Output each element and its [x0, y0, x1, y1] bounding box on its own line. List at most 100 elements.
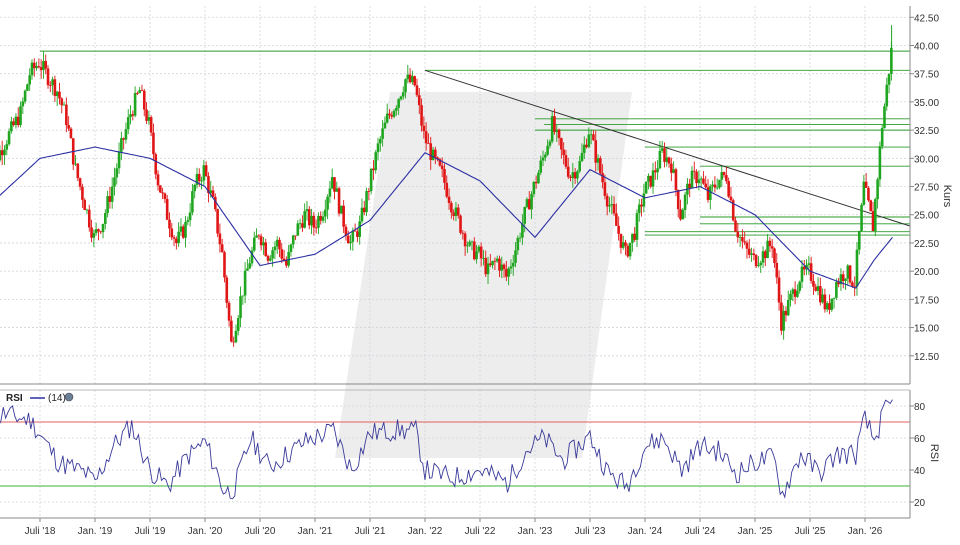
candle-body — [399, 96, 403, 100]
candle-body — [106, 196, 109, 214]
candle-body — [266, 256, 270, 261]
candle-body — [202, 165, 206, 181]
candle-body — [690, 170, 694, 189]
candle-body — [342, 205, 345, 227]
x-tick-label: Jan. '25 — [738, 526, 773, 537]
candle-body — [626, 245, 630, 257]
candle-body — [466, 245, 469, 247]
candle-body — [0, 150, 4, 156]
candle-body — [798, 281, 801, 291]
candle-body — [757, 265, 760, 267]
candle-body — [445, 182, 449, 197]
candle-body — [727, 181, 730, 197]
candle-body — [19, 106, 22, 126]
candle-body — [807, 263, 811, 265]
candle-body — [706, 187, 710, 200]
candle-body — [759, 262, 763, 266]
candle-body — [608, 205, 611, 207]
candle-body — [115, 168, 119, 178]
candle-body — [241, 295, 245, 297]
candle-body — [369, 168, 373, 192]
candle-body — [750, 253, 753, 255]
candle-body — [356, 231, 359, 237]
candle-body — [720, 172, 724, 180]
candle-body — [12, 121, 15, 126]
candle-body — [454, 207, 458, 216]
candlesticks — [0, 25, 893, 347]
candle-body — [259, 236, 263, 246]
candle-body — [502, 264, 506, 270]
rsi-settings-icon[interactable] — [64, 392, 74, 402]
candle-body — [800, 266, 804, 282]
candle-body — [587, 134, 591, 148]
candle-body — [475, 251, 478, 260]
candle-body — [628, 242, 632, 257]
candle-body — [594, 140, 598, 163]
candle-body — [186, 220, 190, 222]
x-tick-label: Juli '21 — [355, 526, 386, 537]
candle-body — [447, 196, 451, 204]
candle-body — [32, 62, 36, 69]
candle-body — [124, 129, 128, 140]
candle-body — [585, 144, 588, 148]
candle-body — [649, 175, 653, 187]
rsi-grid — [0, 390, 910, 518]
candle-body — [633, 233, 636, 240]
candle-body — [823, 294, 827, 310]
candle-body — [248, 263, 251, 269]
candle-body — [658, 150, 662, 169]
candle-body — [60, 98, 64, 106]
candle-body — [560, 138, 563, 150]
candle-body — [498, 258, 501, 271]
candle-body — [74, 163, 77, 165]
candle-body — [214, 196, 217, 210]
candle-body — [401, 92, 405, 97]
candle-body — [825, 303, 829, 310]
candle-body — [479, 246, 483, 259]
candle-body — [523, 206, 526, 224]
candle-body — [617, 225, 620, 234]
candle-body — [239, 296, 242, 319]
candle-body — [764, 251, 767, 259]
candle-body — [191, 191, 194, 213]
candle-body — [500, 264, 504, 271]
candle-body — [839, 274, 843, 285]
candle-body — [573, 172, 577, 179]
candle-body — [372, 168, 375, 171]
candle-body — [26, 84, 29, 91]
candle-body — [841, 274, 845, 281]
candle-body — [864, 181, 868, 188]
candle-body — [395, 107, 398, 111]
candle-body — [136, 93, 139, 94]
candle-body — [470, 241, 474, 243]
candle-body — [161, 192, 164, 194]
candle-body — [129, 114, 132, 118]
candle-body — [676, 189, 680, 210]
watermark-shape — [335, 92, 632, 458]
candle-body — [223, 252, 226, 278]
candle-body — [578, 161, 581, 172]
candle-body — [282, 258, 286, 261]
candle-body — [507, 268, 510, 277]
candle-body — [601, 173, 604, 183]
candle-body — [230, 320, 233, 342]
candle-body — [777, 277, 781, 303]
candle-body — [120, 138, 123, 152]
x-tick-label: Juli '25 — [795, 526, 826, 537]
x-tick-label: Juli '19 — [135, 526, 166, 537]
candle-body — [392, 110, 396, 117]
candle-body — [10, 121, 13, 132]
trendline — [424, 69, 911, 227]
candle-body — [351, 230, 355, 242]
candle-body — [170, 228, 174, 238]
candle-body — [305, 209, 309, 212]
candle-body — [621, 242, 625, 248]
candle-body — [853, 285, 856, 287]
candle-body — [450, 203, 453, 213]
candle-body — [546, 145, 549, 155]
candle-body — [436, 157, 439, 160]
x-tick-label: Juli '20 — [245, 526, 276, 537]
candle-body — [511, 262, 515, 267]
